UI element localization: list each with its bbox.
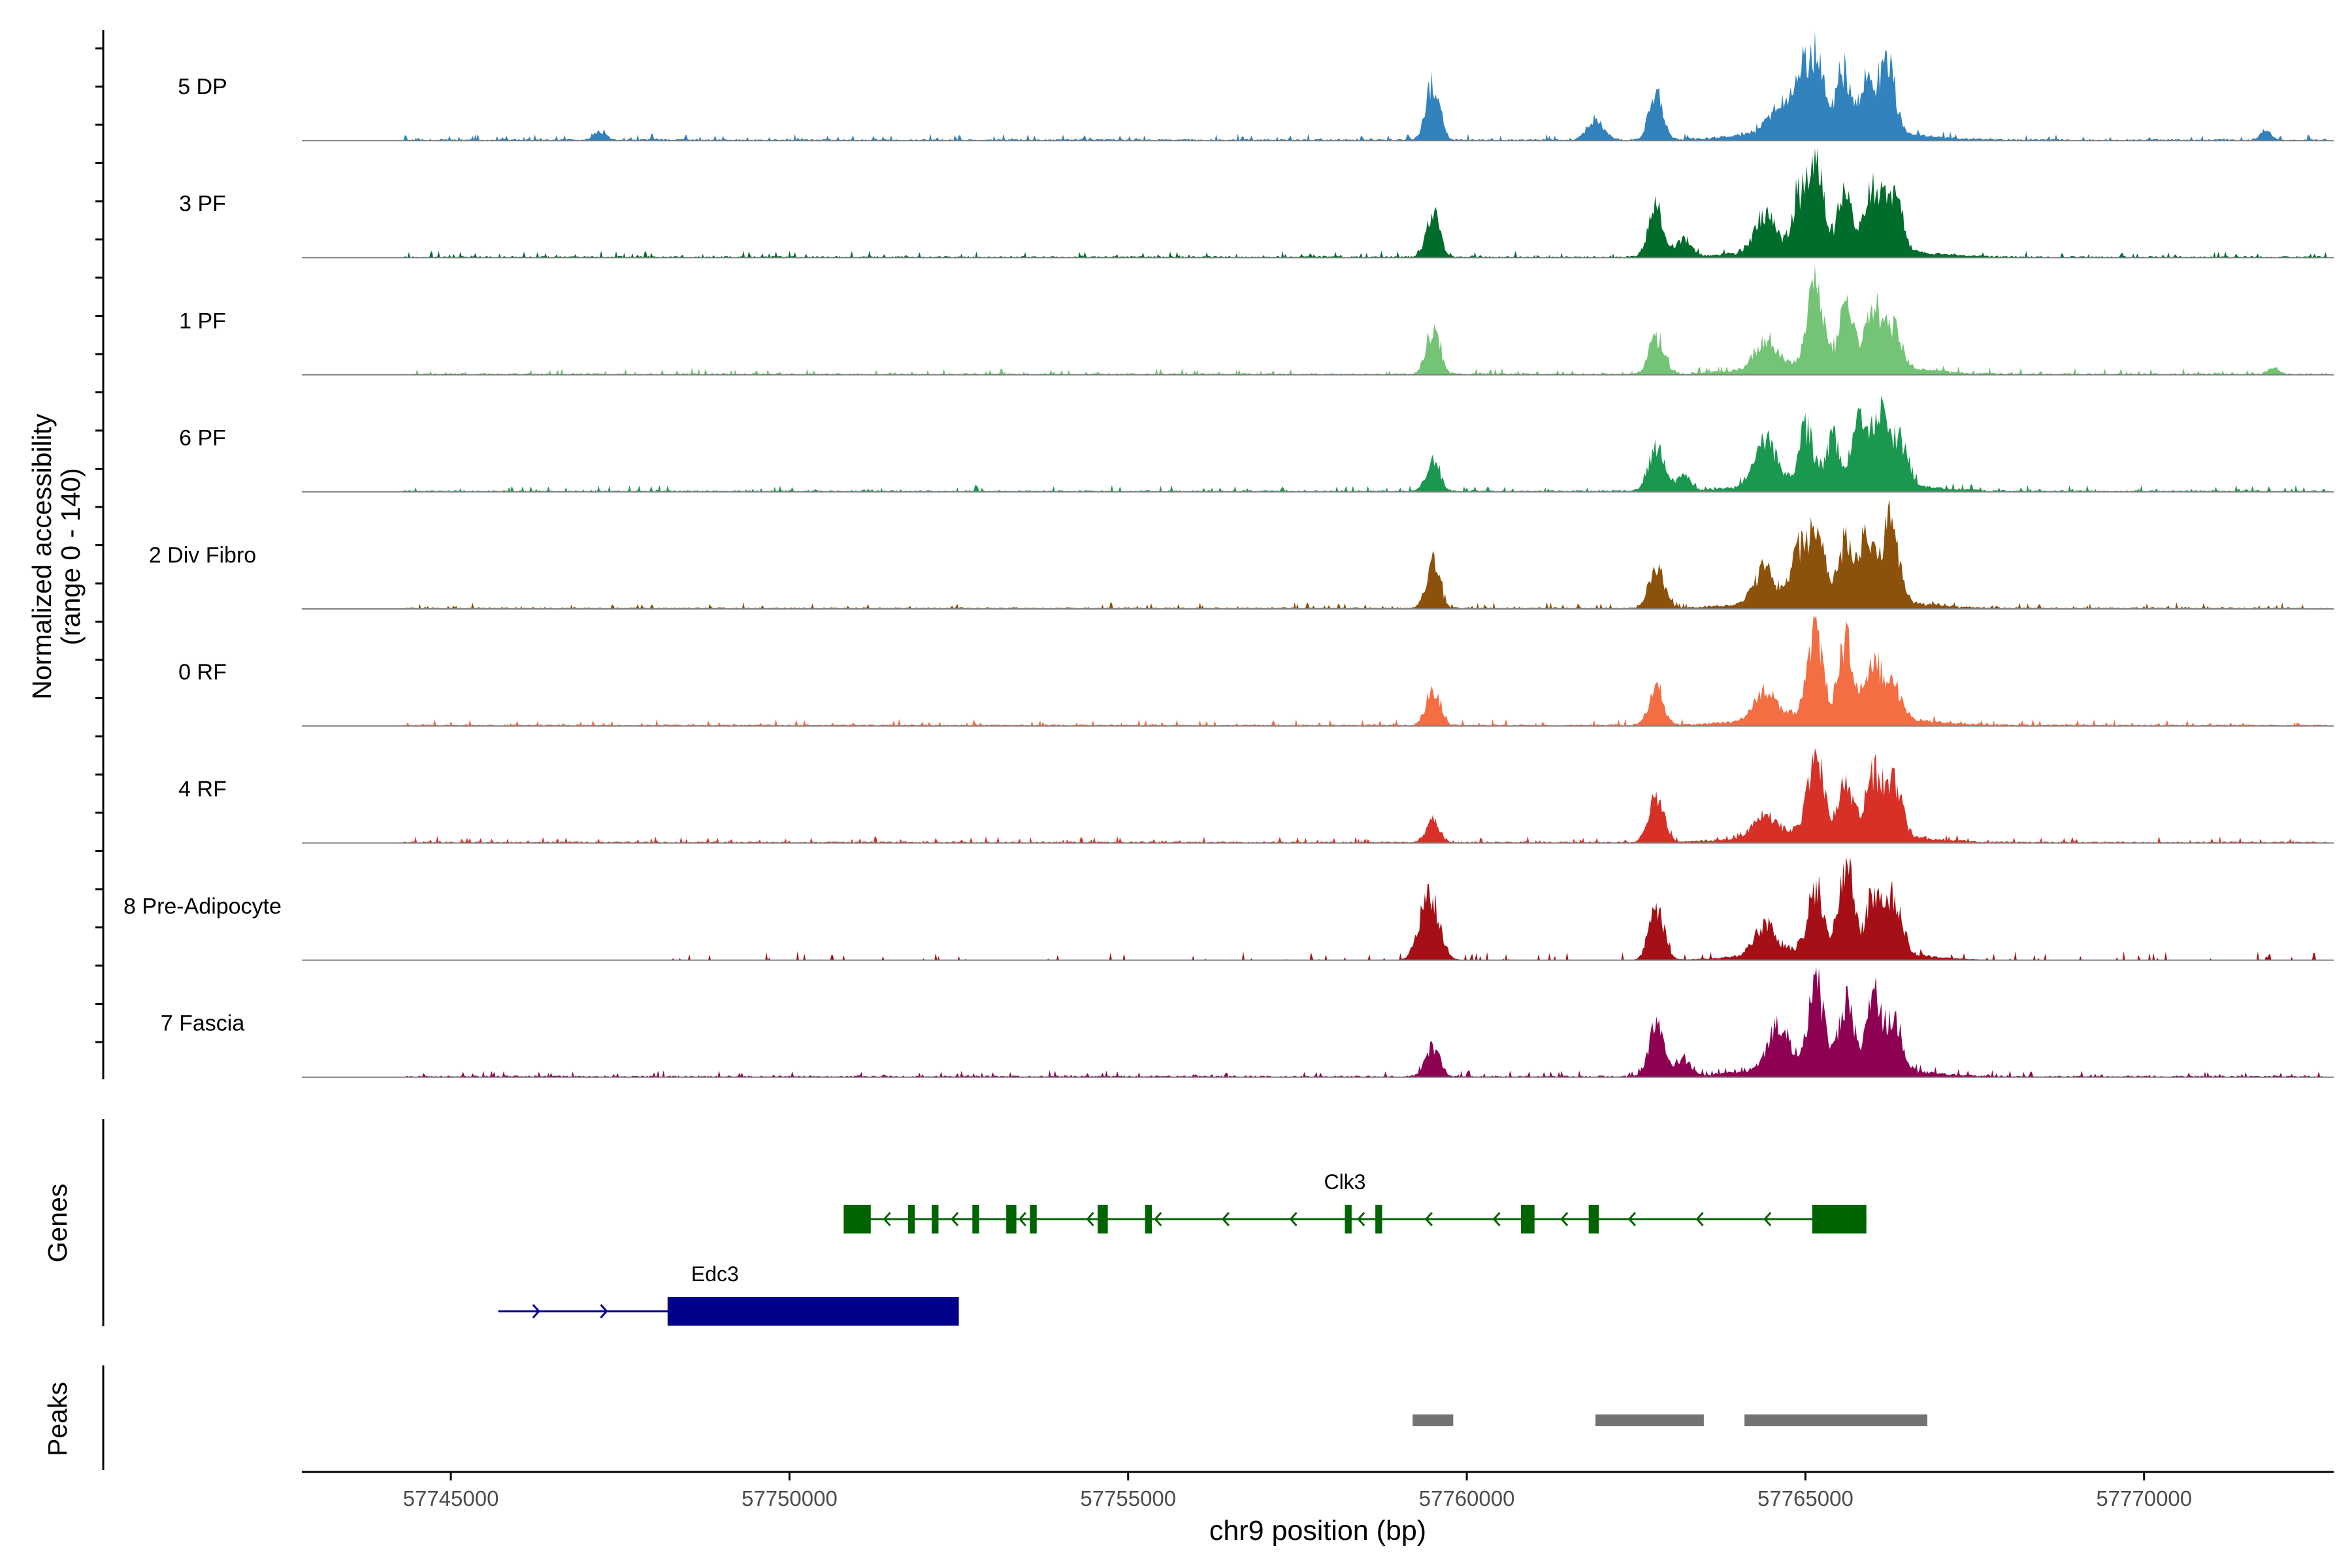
track-8-pre-adipocyte: 8 Pre-Adipocyte [123, 857, 2334, 961]
strand-arrow [532, 1303, 540, 1319]
x-tick-label: 57765000 [1757, 1486, 1854, 1511]
peaks-label: Peaks [42, 1382, 73, 1456]
track-1-pf: 1 PF [179, 265, 2334, 376]
coverage-area [403, 499, 2327, 609]
track-label: 1 PF [179, 308, 226, 333]
gene-exon [932, 1205, 939, 1233]
peaks-panel: Peaks [42, 1365, 1927, 1470]
strand-arrow [883, 1211, 891, 1227]
genes-label: Genes [42, 1184, 73, 1263]
x-tick-label: 57770000 [2096, 1486, 2192, 1511]
strand-arrow [1560, 1211, 1569, 1227]
track-5-dp: 5 DP [178, 31, 2334, 142]
y-axis-label: Normalized accessibility [27, 414, 57, 700]
x-tick-label: 57745000 [403, 1486, 499, 1511]
x-tick-label: 57755000 [1080, 1486, 1176, 1511]
track-label: 4 RF [178, 777, 227, 802]
x-axis: chr9 position (bp) 57745000 57750000 57755… [302, 1471, 2334, 1546]
coverage-area [403, 395, 2327, 492]
coverage-area [403, 616, 2327, 727]
track-6-pf: 6 PF [179, 395, 2334, 493]
track-label: 6 PF [179, 426, 226, 451]
strand-arrow [1289, 1211, 1298, 1227]
coverage-area [403, 265, 2327, 375]
gene-exon [1375, 1205, 1382, 1233]
gene-exon [1521, 1205, 1535, 1233]
coverage-area [403, 967, 2327, 1077]
track-label: 7 Fascia [161, 1011, 245, 1036]
strand-arrow [1154, 1211, 1162, 1227]
gene-exon [972, 1205, 979, 1233]
gene-exon [843, 1205, 871, 1233]
strand-arrow [1357, 1211, 1365, 1227]
coverage-area [403, 748, 2327, 843]
gene-exon [1588, 1205, 1599, 1233]
strand-arrow [1627, 1211, 1636, 1227]
gene-exon [1006, 1205, 1017, 1233]
strand-arrow [1695, 1211, 1704, 1227]
strand-arrow [1018, 1211, 1026, 1227]
gene-label: Edc3 [691, 1262, 739, 1286]
gene-clk3: Clk3 [843, 1170, 1867, 1233]
y-axis: Normalized accessibility (range 0 - 140) [27, 30, 105, 1079]
peak-region [1595, 1414, 1704, 1426]
coverage-area [654, 857, 2321, 960]
y-axis-range: (range 0 - 140) [56, 468, 86, 645]
x-tick-label: 57760000 [1419, 1486, 1515, 1511]
x-axis-label: chr9 position (bp) [1209, 1515, 1426, 1546]
gene-edc3: Edc3 [498, 1262, 959, 1326]
track-label: 2 Div Fibro [149, 543, 256, 568]
track-7-fascia: 7 Fascia [161, 967, 2334, 1078]
peak-region [1744, 1414, 1927, 1426]
strand-arrow [1221, 1211, 1230, 1227]
strand-arrow [1086, 1211, 1094, 1227]
track-3-pf: 3 PF [179, 148, 2334, 259]
strand-arrow [1424, 1211, 1433, 1227]
track-label: 0 RF [178, 660, 227, 685]
strand-arrow [951, 1211, 959, 1227]
track-4-rf: 4 RF [178, 748, 2334, 844]
strand-arrow [600, 1303, 608, 1319]
coverage-area [403, 31, 2327, 141]
gene-exon [1030, 1205, 1037, 1233]
peak-region [1413, 1414, 1454, 1426]
gene-exon [667, 1297, 959, 1326]
gene-exon [1098, 1205, 1108, 1233]
track-0-rf: 0 RF [178, 616, 2334, 727]
track-label: 5 DP [178, 74, 227, 99]
x-tick-label: 57750000 [742, 1486, 838, 1511]
strand-arrow [1763, 1211, 1772, 1227]
gene-exon [1145, 1205, 1152, 1233]
gene-exon [1345, 1205, 1352, 1233]
track-label: 8 Pre-Adipocyte [123, 894, 282, 919]
gene-exon [1812, 1205, 1867, 1233]
track-label: 3 PF [179, 191, 226, 216]
track-2-div-fibro: 2 Div Fibro [149, 499, 2334, 610]
genes-panel: Genes Clk3 Edc3 [42, 1119, 1867, 1326]
strand-arrow [1492, 1211, 1501, 1227]
tracks-panel: 5 DP 3 PF 1 PF 6 PF 2 Div Fibro 0 RF 4 RF 8 Pre… [123, 31, 2334, 1078]
coverage-area [403, 148, 2327, 258]
gene-exon [907, 1205, 915, 1233]
gene-label: Clk3 [1324, 1170, 1365, 1194]
